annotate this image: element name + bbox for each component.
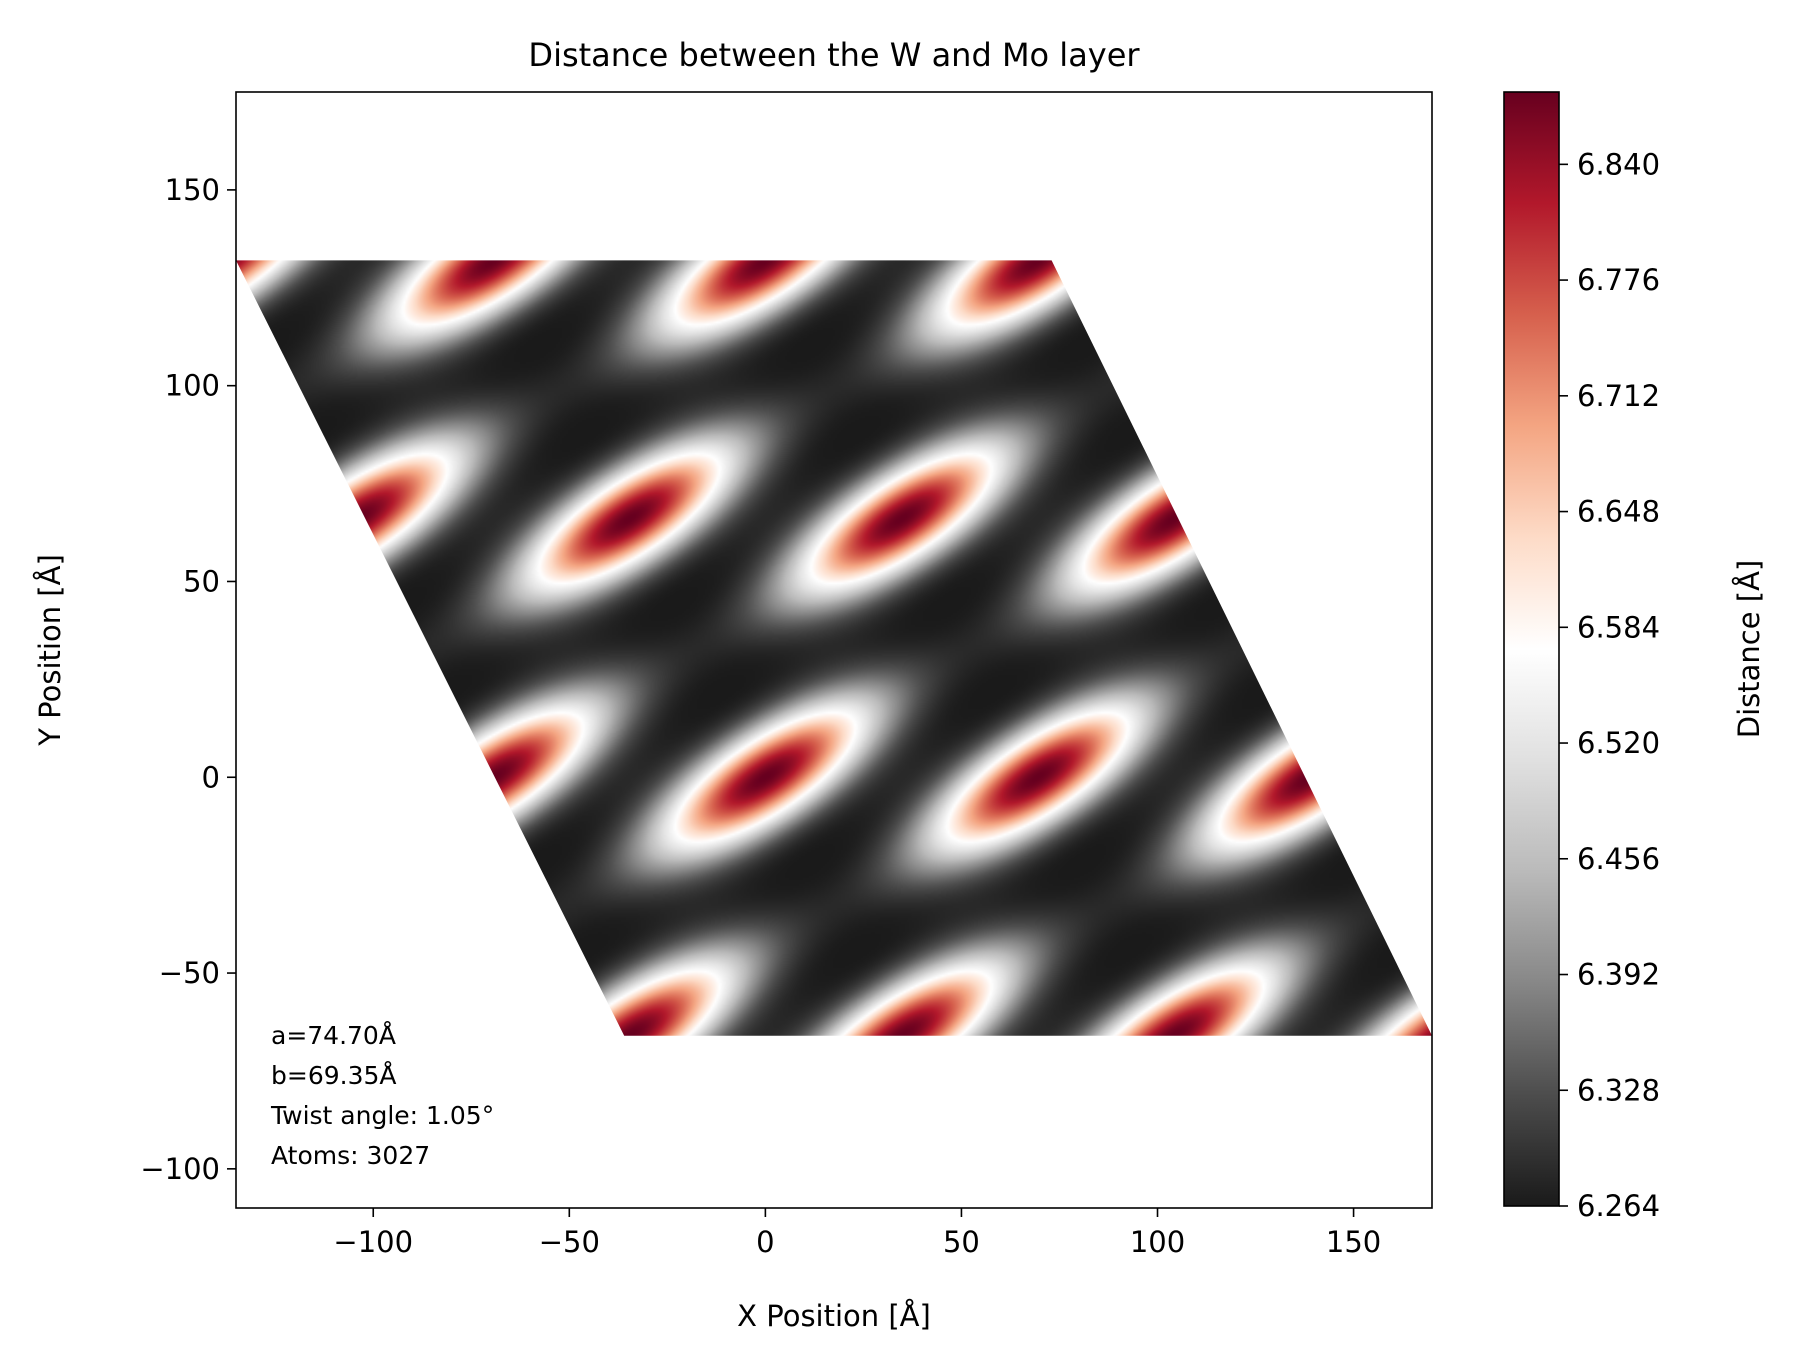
annotation-line-b: b=69.35Å	[271, 1061, 397, 1090]
colorbar-gradient	[1503, 91, 1560, 1207]
y-tick-label: 0	[202, 760, 220, 794]
colorbar-label: Distance [Å]	[1732, 560, 1766, 739]
colorbar-tick-label: 6.712	[1577, 379, 1660, 413]
annotation-line-a: a=74.70Å	[271, 1021, 396, 1050]
plot-area	[236, 260, 1432, 1036]
colorbar-tick-label: 6.456	[1577, 842, 1660, 876]
x-axis-label: X Position [Å]	[737, 1299, 931, 1333]
x-tick-label: 150	[1326, 1225, 1381, 1259]
x-tick-label: −50	[539, 1225, 600, 1259]
y-tick-label: 150	[165, 173, 220, 207]
colorbar-tick-label: 6.264	[1577, 1189, 1660, 1223]
x-tick-label: 100	[1130, 1225, 1185, 1259]
y-tick-label: 100	[165, 369, 220, 403]
chart-title: Distance between the W and Mo layer	[528, 36, 1140, 74]
x-tick-label: 0	[756, 1225, 774, 1259]
y-tick-label: −50	[159, 956, 220, 990]
axes-frame	[235, 91, 1433, 1209]
colorbar-tick-label: 6.648	[1577, 495, 1660, 529]
colorbar-tick-label: 6.584	[1577, 610, 1660, 644]
colorbar-tick-label: 6.840	[1577, 147, 1660, 181]
annotation-box: a=74.70Å b=69.35Å Twist angle: 1.05° Ato…	[270, 1021, 494, 1170]
annotation-line-twist: Twist angle: 1.05°	[270, 1101, 494, 1130]
colorbar-tick-label: 6.328	[1577, 1073, 1660, 1107]
colorbar-ticks: 6.264 6.328 6.392 6.456 6.520 6.584 6.648 6.712…	[1559, 147, 1660, 1223]
y-axis-label: Y Position [Å]	[33, 554, 67, 747]
heatmap-image	[236, 260, 1432, 1036]
y-axis-ticks: −100 −50 0 50 100 150	[140, 173, 236, 1186]
colorbar: 6.264 6.328 6.392 6.456 6.520 6.584 6.648 6.712…	[1503, 91, 1766, 1223]
y-tick-label: −100	[140, 1152, 220, 1186]
x-axis-ticks: −100 −50 0 50 100 150	[333, 1208, 1381, 1259]
colorbar-tick-label: 6.520	[1577, 726, 1660, 760]
x-tick-label: −100	[333, 1225, 413, 1259]
colorbar-tick-label: 6.776	[1577, 263, 1660, 297]
x-tick-label: 50	[943, 1225, 980, 1259]
y-tick-label: 50	[183, 564, 220, 598]
annotation-line-atoms: Atoms: 3027	[271, 1141, 430, 1170]
colorbar-tick-label: 6.392	[1577, 958, 1660, 992]
